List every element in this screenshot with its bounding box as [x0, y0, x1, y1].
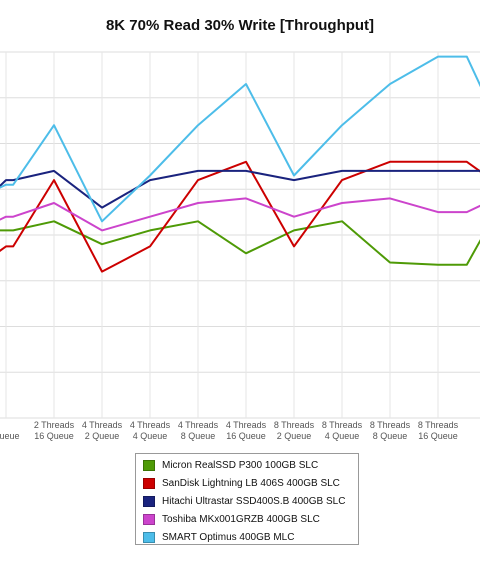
- x-tick-label: 8 Threads 16 Queue: [418, 420, 459, 441]
- x-tick-label: 2 Threads 16 Queue: [34, 420, 75, 441]
- legend-swatch: [143, 531, 155, 543]
- legend-item: SMART Optimus 400GB MLC: [143, 530, 294, 544]
- series-line-2: [0, 169, 480, 209]
- x-tick-label: 4 Threads 16 Queue: [226, 420, 267, 441]
- legend-label: Toshiba MKx001GRZB 400GB SLC: [162, 513, 320, 525]
- x-tick-label: 8 Threads 4 Queue: [322, 420, 363, 441]
- x-tick-label: 8 Threads 8 Queue: [370, 420, 411, 441]
- legend-item: Micron RealSSD P300 100GB SLC: [143, 458, 318, 472]
- legend-item: SanDisk Lightning LB 406S 400GB SLC: [143, 476, 340, 490]
- legend-swatch: [143, 477, 155, 489]
- legend-label: Micron RealSSD P300 100GB SLC: [162, 459, 319, 471]
- series-line-0: [0, 220, 480, 266]
- gridlines: [0, 51, 480, 419]
- series-line-3: [0, 197, 480, 232]
- legend-label: Hitachi Ultrastar SSD400S.B 400GB SLC: [162, 495, 346, 507]
- x-tick-label: 8 Threads 2 Queue: [274, 420, 315, 441]
- x-tick-label: 4 Threads 4 Queue: [130, 420, 171, 441]
- legend-swatch: [143, 495, 155, 507]
- legend-swatch: [143, 459, 155, 471]
- legend-item: Toshiba MKx001GRZB 400GB SLC: [143, 512, 320, 526]
- series-line-4: [0, 55, 480, 223]
- legend-item: Hitachi Ultrastar SSD400S.B 400GB SLC: [143, 494, 345, 508]
- x-tick-label: 4 Threads 8 Queue: [178, 420, 219, 441]
- x-tick-label: 4 Threads 2 Queue: [82, 420, 123, 441]
- legend: Micron RealSSD P300 100GB SLC SanDisk Lig…: [135, 453, 359, 545]
- x-tick-label: Queue: [0, 431, 20, 441]
- legend-label: SMART Optimus 400GB MLC: [162, 531, 295, 543]
- legend-label: SanDisk Lightning LB 406S 400GB SLC: [162, 477, 340, 489]
- legend-swatch: [143, 513, 155, 525]
- chart-title: 8K 70% Read 30% Write [Throughput]: [105, 17, 375, 34]
- series-line-1: [0, 160, 480, 273]
- series-lines: [0, 55, 480, 273]
